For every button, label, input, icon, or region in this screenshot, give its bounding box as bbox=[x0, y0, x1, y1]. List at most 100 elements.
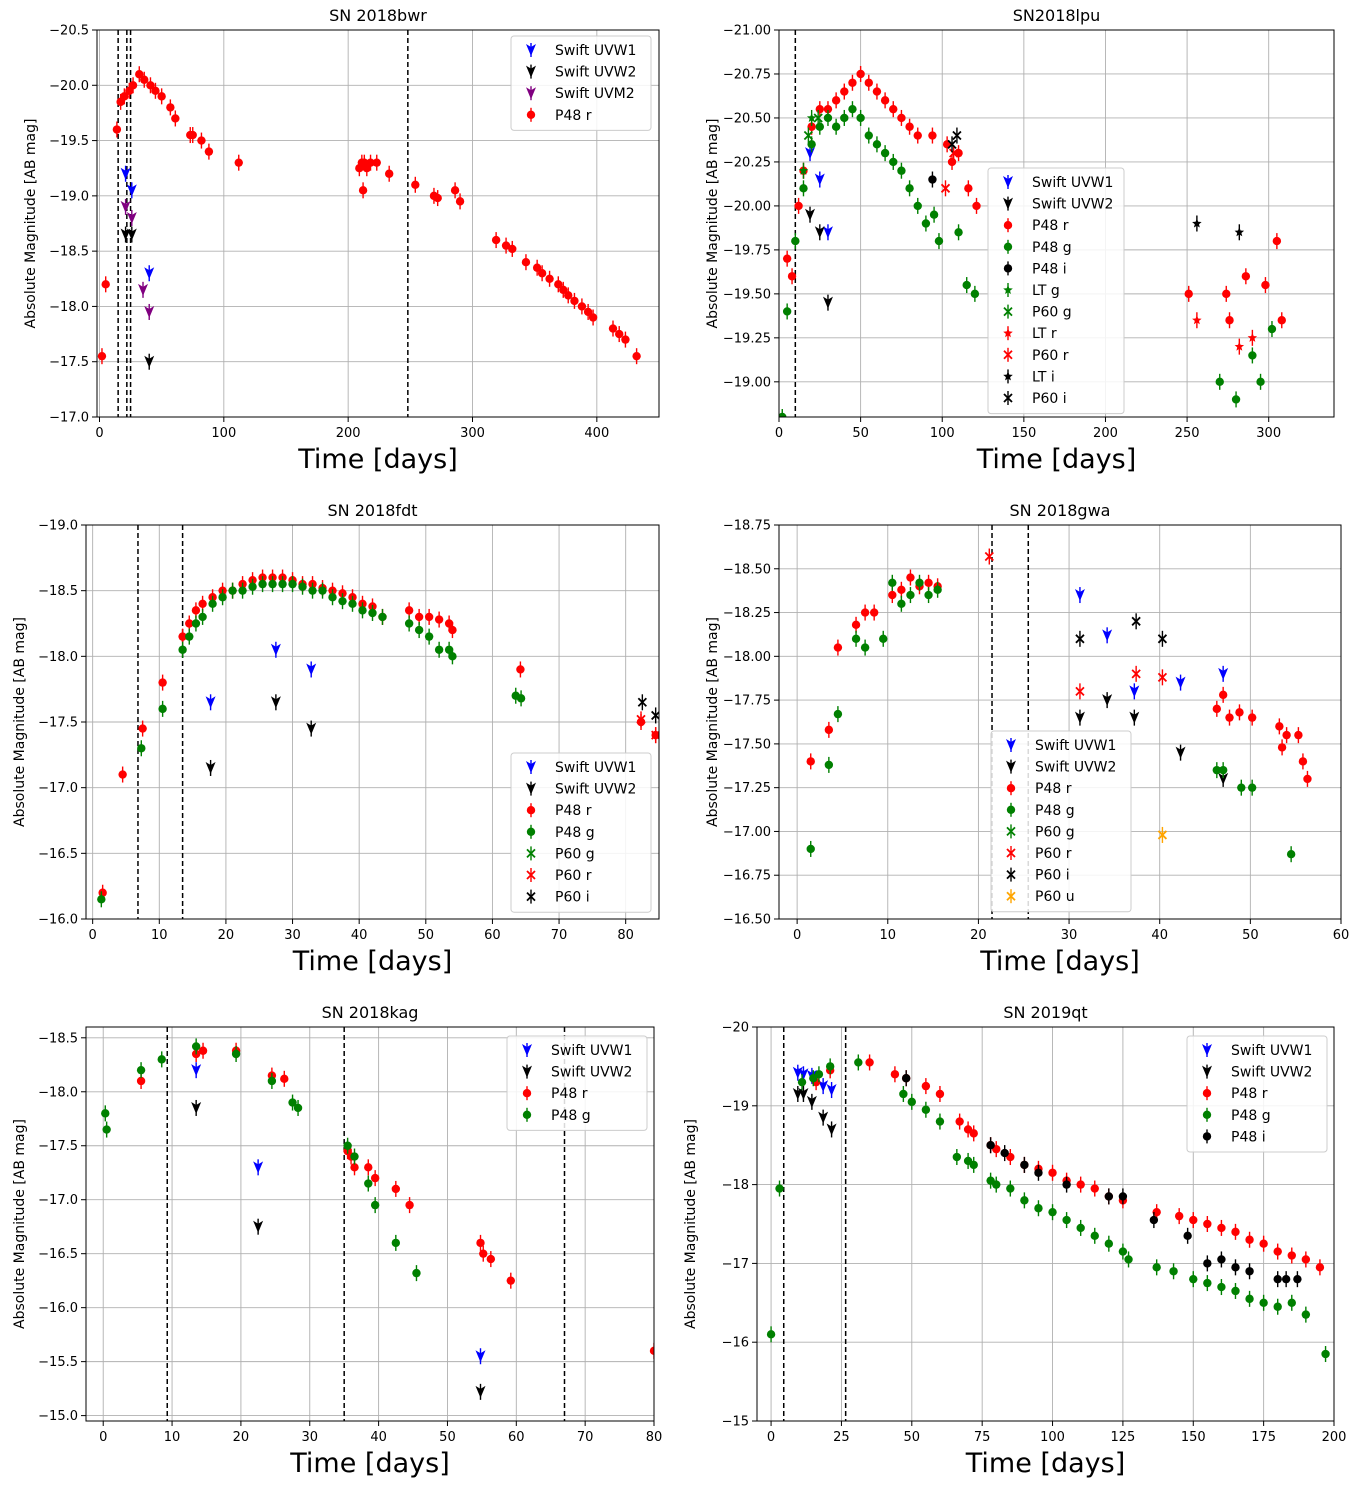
point-swift-uvw1 bbox=[191, 1064, 202, 1077]
x-tick-label: 30 bbox=[1061, 928, 1078, 943]
point-p48-g bbox=[924, 590, 933, 600]
legend-marker bbox=[1006, 869, 1016, 880]
point-p48-g bbox=[860, 643, 870, 652]
y-axis-label: Absolute Magnitude [AB mag] bbox=[705, 119, 721, 329]
point-p48-r bbox=[120, 92, 129, 101]
x-tick-label: 300 bbox=[460, 426, 485, 441]
y-tick-label: −19.0 bbox=[49, 189, 89, 204]
point-p48-r bbox=[1247, 713, 1257, 722]
point-p48-r bbox=[476, 1238, 485, 1248]
point-p48-r bbox=[112, 125, 122, 134]
point-swift-uvw1 bbox=[1175, 676, 1186, 689]
y-tick-label: −18.50 bbox=[723, 562, 771, 577]
x-tick-label: 30 bbox=[301, 1430, 318, 1445]
point-p48-g bbox=[414, 625, 424, 635]
point-p48-g bbox=[364, 1179, 373, 1188]
y-tick-label: −19.50 bbox=[723, 287, 771, 302]
point-p48-g bbox=[766, 1330, 776, 1339]
legend-entry: Swift UVW1 bbox=[1032, 175, 1113, 191]
point-p48-r bbox=[860, 608, 870, 617]
point-p48-g bbox=[992, 1180, 1001, 1189]
point-p48-g bbox=[1203, 1278, 1212, 1288]
point-p48-g bbox=[854, 1058, 863, 1067]
point-swift-uvw1 bbox=[1129, 685, 1140, 698]
y-tick-label: −19.0 bbox=[38, 519, 78, 534]
legend-marker bbox=[1202, 1132, 1212, 1141]
y-tick-label: −19.75 bbox=[723, 243, 771, 258]
x-tick-label: 0 bbox=[95, 426, 103, 441]
point-p48-g bbox=[969, 1160, 978, 1170]
point-p48-r bbox=[185, 619, 194, 628]
point-p48-r bbox=[848, 78, 857, 87]
point-p48-g bbox=[775, 1184, 784, 1193]
point-p48-r bbox=[198, 599, 207, 608]
point-swift-uvw1 bbox=[126, 184, 137, 197]
legend-marker bbox=[1202, 1089, 1212, 1098]
point-p48-g bbox=[856, 113, 865, 123]
y-tick-label: −17.5 bbox=[49, 355, 89, 370]
point-p48-g bbox=[370, 1200, 380, 1210]
y-tick-label: −18.5 bbox=[49, 245, 89, 260]
point-p48-i bbox=[1293, 1274, 1302, 1284]
point-swift-uvw2 bbox=[798, 1087, 809, 1100]
point-p48-r bbox=[391, 1184, 401, 1194]
legend-marker bbox=[1006, 826, 1016, 837]
point-swift-uvm2 bbox=[120, 200, 131, 213]
point-p48-r bbox=[350, 1163, 359, 1172]
point-p48-g bbox=[1267, 324, 1277, 334]
point-p48-r bbox=[794, 201, 803, 211]
point-p48-r bbox=[204, 147, 214, 156]
point-p48-r bbox=[806, 757, 815, 766]
point-p48-r bbox=[433, 193, 442, 203]
point-p48-r bbox=[1217, 1223, 1226, 1233]
point-p48-g bbox=[1286, 850, 1296, 859]
y-tick-label: −19.25 bbox=[723, 331, 771, 346]
y-axis-label: Absolute Magnitude [AB mag] bbox=[23, 119, 39, 329]
point-p48-r bbox=[787, 272, 797, 281]
y-tick-label: −17.5 bbox=[38, 716, 78, 731]
point-p48-i bbox=[1118, 1192, 1128, 1201]
point-p48-r bbox=[444, 619, 454, 628]
legend-entry: P60 r bbox=[555, 868, 592, 884]
x-tick-label: 150 bbox=[1011, 426, 1036, 441]
legend-entry: P48 r bbox=[1231, 1086, 1268, 1102]
y-tick-label: −20 bbox=[722, 1021, 749, 1036]
point-p48-r bbox=[198, 1046, 208, 1055]
y-tick-label: −16.5 bbox=[38, 847, 78, 862]
point-p48-g bbox=[1048, 1207, 1057, 1217]
point-p48-r bbox=[370, 1173, 380, 1183]
point-p48-g bbox=[1104, 1239, 1114, 1248]
point-swift-uvw2 bbox=[126, 228, 137, 241]
legend-marker bbox=[522, 1110, 532, 1120]
point-p60-r bbox=[1157, 672, 1168, 682]
y-axis-label: Absolute Magnitude [AB mag] bbox=[705, 617, 721, 827]
point-p48-g bbox=[1215, 377, 1224, 387]
point-p48-g bbox=[807, 140, 816, 149]
point-p48-r bbox=[921, 1081, 931, 1091]
data-points bbox=[101, 1038, 654, 1400]
legend-marker bbox=[526, 806, 536, 815]
legend-entry: LT g bbox=[1032, 283, 1060, 299]
x-tick-label: 100 bbox=[930, 426, 955, 441]
point-p48-r bbox=[501, 241, 511, 250]
y-tick-label: −16.75 bbox=[723, 869, 771, 884]
point-p48-g bbox=[782, 307, 792, 316]
point-p48-r bbox=[1282, 730, 1291, 740]
point-p48-g bbox=[102, 1125, 111, 1134]
point-p60-r bbox=[651, 730, 659, 740]
point-p48-g bbox=[136, 1065, 146, 1075]
point-p60-i bbox=[1131, 616, 1141, 626]
point-p48-g bbox=[899, 1089, 908, 1099]
point-p48-r bbox=[865, 1058, 874, 1067]
point-p48-r bbox=[1245, 1235, 1254, 1244]
legend-marker bbox=[526, 761, 536, 773]
legend: Swift UVW1 Swift UVW2 P48 r P48 g P48 i bbox=[1186, 1035, 1328, 1153]
point-p48-i bbox=[901, 1074, 911, 1083]
point-p48-g bbox=[391, 1238, 401, 1248]
x-tick-label: 250 bbox=[1175, 426, 1200, 441]
x-tick-label: 300 bbox=[1256, 426, 1281, 441]
y-tick-label: −17.5 bbox=[38, 1139, 78, 1154]
point-p48-r bbox=[191, 606, 201, 615]
point-p48-i bbox=[1231, 1263, 1240, 1272]
point-p48-r bbox=[1277, 316, 1286, 325]
